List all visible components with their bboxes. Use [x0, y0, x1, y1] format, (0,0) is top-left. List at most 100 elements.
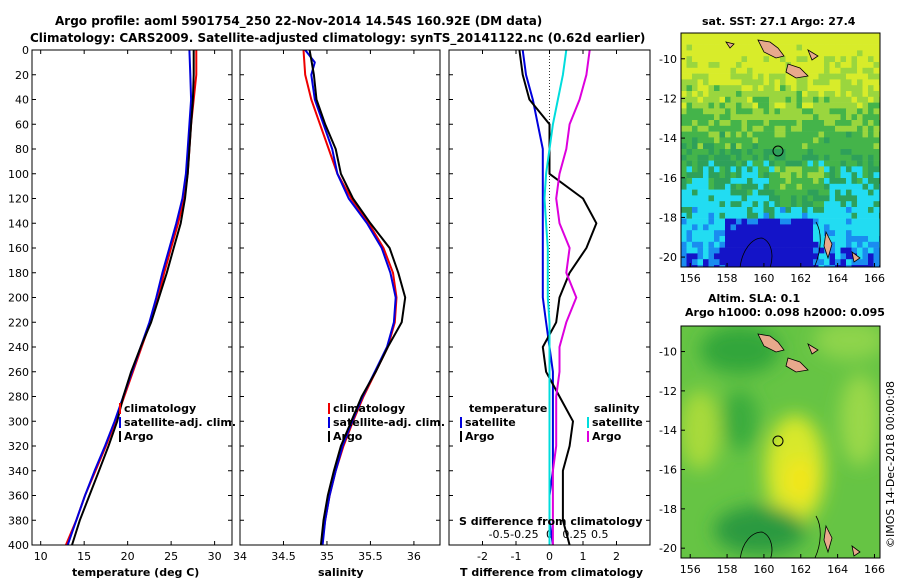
sal-line-climatology — [302, 50, 398, 545]
sst-cell — [829, 143, 836, 150]
sst-cell — [774, 67, 781, 74]
sst-cell — [697, 178, 704, 185]
sla-map-ytick-label: -14 — [659, 424, 677, 437]
sst-cell — [736, 189, 742, 196]
sst-cell — [708, 236, 715, 243]
sst-cell — [813, 120, 819, 127]
sst-cell — [862, 79, 869, 86]
sst-cell — [862, 96, 869, 103]
sst-cell — [774, 241, 781, 248]
sst-cell — [681, 253, 687, 260]
sst-cell — [862, 230, 869, 237]
sst-cell — [686, 218, 693, 225]
sst-cell — [840, 178, 847, 185]
sst-cell — [813, 178, 819, 185]
sla-contour-2 — [814, 515, 821, 558]
difference-frame — [448, 49, 651, 546]
sst-cell — [846, 253, 852, 260]
sst-map-frame — [680, 32, 881, 268]
sst-cell — [730, 120, 737, 127]
sst-cell — [846, 259, 852, 266]
sst-cell — [873, 131, 880, 138]
sst-cell — [780, 253, 786, 260]
sst-cell — [802, 62, 808, 69]
sst-cell — [780, 114, 786, 121]
sst-cell — [752, 96, 759, 103]
sst-cell — [736, 73, 742, 80]
sst-cell — [758, 160, 764, 167]
sst-cell — [692, 265, 698, 267]
sst-cell — [697, 62, 704, 69]
sst-cell — [758, 212, 764, 219]
sst-cell — [774, 207, 781, 214]
difference-secondary-xlabel: S difference from climatology — [459, 515, 643, 528]
sst-cell — [686, 259, 693, 266]
sst-cell — [802, 108, 808, 115]
sst-cell — [835, 120, 841, 127]
sst-cell — [697, 236, 704, 243]
sst-cell — [758, 120, 764, 127]
sst-cell — [708, 178, 715, 185]
sst-cell — [774, 73, 781, 80]
sst-cell — [851, 201, 858, 208]
sst-cell — [846, 160, 852, 167]
sst-cell — [730, 108, 737, 115]
sst-cell — [868, 207, 874, 214]
diff-xtick-label: -1 — [511, 550, 522, 563]
sst-cell — [802, 160, 808, 167]
sst-cell — [725, 38, 731, 45]
sst-cell — [703, 114, 709, 121]
sst-cell — [719, 259, 726, 266]
sst-cell — [747, 201, 753, 208]
sst-cell — [796, 224, 803, 231]
sst-cell — [835, 56, 841, 63]
sst-cell — [802, 149, 808, 156]
sst-cell — [829, 241, 836, 248]
sst-cell — [824, 120, 830, 127]
sst-cell — [873, 236, 880, 243]
sst-cell — [785, 154, 792, 161]
sst-cell — [862, 195, 869, 202]
sst-cell — [686, 265, 693, 267]
sst-cell — [758, 218, 764, 225]
sst-cell — [758, 259, 764, 266]
sst-cell — [703, 108, 709, 115]
sst-cell — [686, 241, 693, 248]
sst-cell — [681, 172, 687, 179]
sst-cell — [791, 265, 797, 267]
diff-line-s-argo — [551, 50, 591, 545]
sst-cell — [741, 230, 748, 237]
sst-cell — [851, 44, 858, 51]
sst-cell — [840, 247, 847, 254]
sst-cell — [796, 102, 803, 109]
sst-cell — [763, 102, 770, 109]
sst-cell — [785, 149, 792, 156]
sal-line-argo — [308, 50, 407, 545]
sst-cell — [708, 33, 715, 40]
sst-cell — [708, 85, 715, 92]
sst-cell — [730, 201, 737, 208]
sst-cell — [807, 166, 814, 173]
sst-cell — [752, 73, 759, 80]
sst-cell — [758, 44, 764, 51]
sst-cell — [730, 224, 737, 231]
depth-tick-label: 180 — [8, 267, 29, 280]
sst-cell — [791, 224, 797, 231]
sst-cell — [686, 56, 693, 63]
sst-cell — [697, 73, 704, 80]
sst-cell — [736, 56, 742, 63]
sst-cell — [807, 102, 814, 109]
sst-cell — [752, 154, 759, 161]
depth-tick-label: 320 — [8, 440, 29, 453]
sst-cell — [763, 189, 770, 196]
sst-cell — [818, 230, 825, 237]
sst-cell — [719, 91, 726, 98]
sst-cell — [840, 160, 847, 167]
sst-cell — [791, 79, 797, 86]
sst-cell — [752, 33, 759, 40]
sst-cell — [758, 154, 764, 161]
sst-cell — [681, 166, 687, 173]
sst-cell — [692, 120, 698, 127]
sst-cell — [686, 38, 693, 45]
sst-cell — [719, 79, 726, 86]
